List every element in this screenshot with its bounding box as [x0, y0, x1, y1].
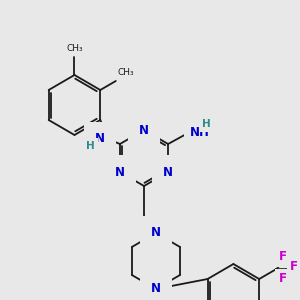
- Text: H: H: [202, 119, 211, 129]
- Text: CH₃: CH₃: [118, 68, 134, 77]
- Text: F: F: [278, 272, 286, 286]
- Text: N: N: [139, 124, 149, 136]
- Text: F: F: [278, 250, 286, 263]
- Text: N: N: [151, 226, 161, 239]
- Text: N: N: [163, 166, 173, 178]
- Text: N: N: [115, 166, 125, 178]
- Text: CH₃: CH₃: [66, 44, 83, 53]
- Text: N: N: [151, 283, 161, 296]
- Text: H: H: [86, 141, 94, 151]
- Text: NH: NH: [190, 125, 210, 139]
- Text: F: F: [290, 260, 298, 274]
- Text: N: N: [95, 133, 105, 146]
